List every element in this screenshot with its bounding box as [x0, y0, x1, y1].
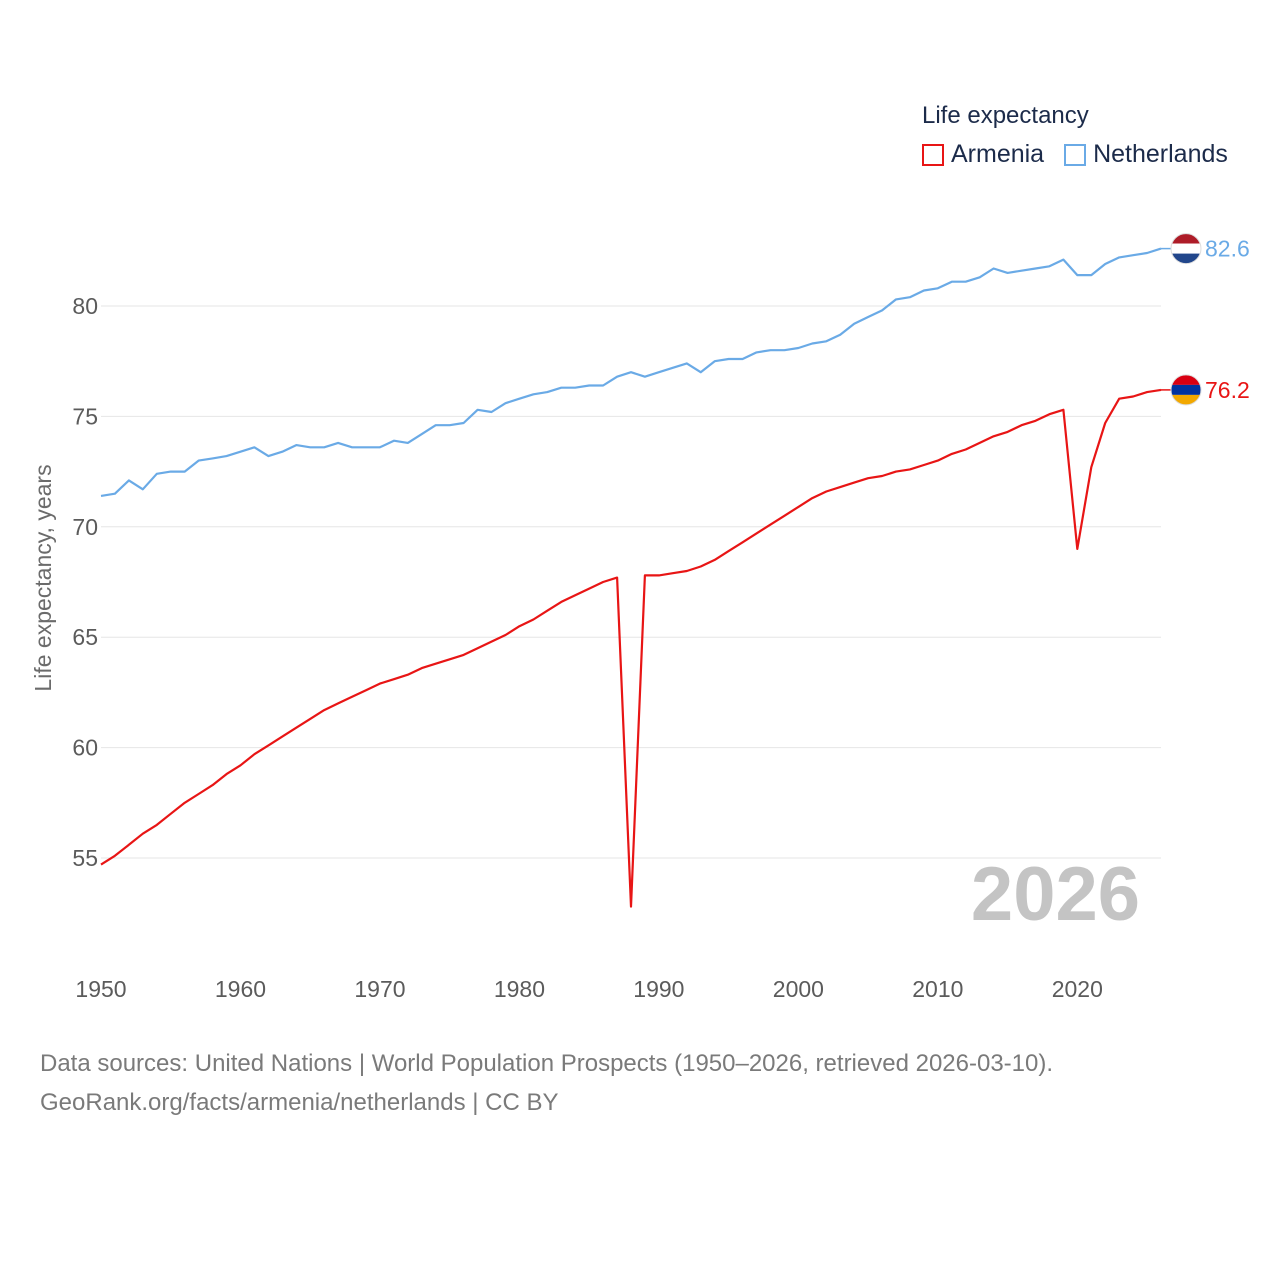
grid-lines: [101, 305, 1161, 859]
y-tick-label-70: 70: [72, 514, 98, 540]
armenia-flag-icon: [1170, 374, 1202, 406]
legend-title: Life expectancy: [922, 102, 1089, 129]
netherlands-flag-icon: [1170, 233, 1202, 265]
series-line-armenia: [100, 388, 1162, 908]
x-tick-label-1970: 1970: [354, 976, 405, 1002]
source-line-1: Data sources: United Nations | World Pop…: [40, 1050, 1054, 1077]
end-label-netherlands: 82.6: [1205, 236, 1250, 262]
y-tick-label-75: 75: [72, 403, 98, 429]
end-markers: 76.2 82.6: [1161, 233, 1250, 406]
y-tick-label-65: 65: [72, 624, 98, 650]
x-tick-label-2000: 2000: [773, 976, 824, 1002]
legend-item-netherlands[interactable]: Netherlands: [1064, 140, 1228, 169]
x-axis-ticks: 1950 1960 1970 1980 1990 2000 2010 2020: [75, 976, 1102, 1002]
legend: Life expectancy Armenia Netherlands: [922, 100, 1248, 169]
end-label-armenia: 76.2: [1205, 377, 1250, 403]
legend-swatch-netherlands: [1064, 143, 1087, 166]
series-line-netherlands: [100, 247, 1162, 497]
legend-swatch-armenia: [922, 143, 944, 166]
legend-label-netherlands: Netherlands: [1093, 140, 1228, 168]
legend-items: Armenia Netherlands: [922, 140, 1248, 169]
source-note: Data sources: United Nations | World Pop…: [40, 1044, 1053, 1122]
legend-label-armenia: Armenia: [951, 140, 1045, 168]
source-line-2[interactable]: GeoRank.org/facts/armenia/netherlands | …: [40, 1089, 559, 1116]
y-axis-ticks: 55 60 65 70 75 80: [72, 293, 98, 871]
x-tick-label-2020: 2020: [1052, 976, 1103, 1002]
y-axis-title: Life expectancy, years: [30, 464, 56, 691]
y-tick-label-60: 60: [72, 735, 98, 761]
legend-item-armenia[interactable]: Armenia: [922, 140, 1044, 169]
y-tick-label-80: 80: [72, 293, 98, 319]
year-badge: 2026: [971, 852, 1140, 937]
x-tick-label-1960: 1960: [215, 976, 266, 1002]
y-tick-label-55: 55: [72, 845, 98, 871]
x-tick-label-1950: 1950: [75, 976, 126, 1002]
x-tick-label-1990: 1990: [633, 976, 684, 1002]
x-tick-label-1980: 1980: [494, 976, 545, 1002]
x-tick-label-2010: 2010: [912, 976, 963, 1002]
series-lines: [100, 247, 1162, 908]
